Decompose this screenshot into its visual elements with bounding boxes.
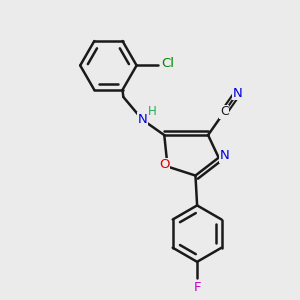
Text: Cl: Cl	[161, 57, 174, 70]
Text: F: F	[194, 281, 201, 294]
Text: C: C	[220, 106, 229, 118]
Text: H: H	[148, 105, 157, 118]
Text: N: N	[220, 149, 230, 163]
Text: O: O	[159, 158, 169, 171]
Text: N: N	[138, 113, 147, 126]
Text: N: N	[232, 86, 242, 100]
